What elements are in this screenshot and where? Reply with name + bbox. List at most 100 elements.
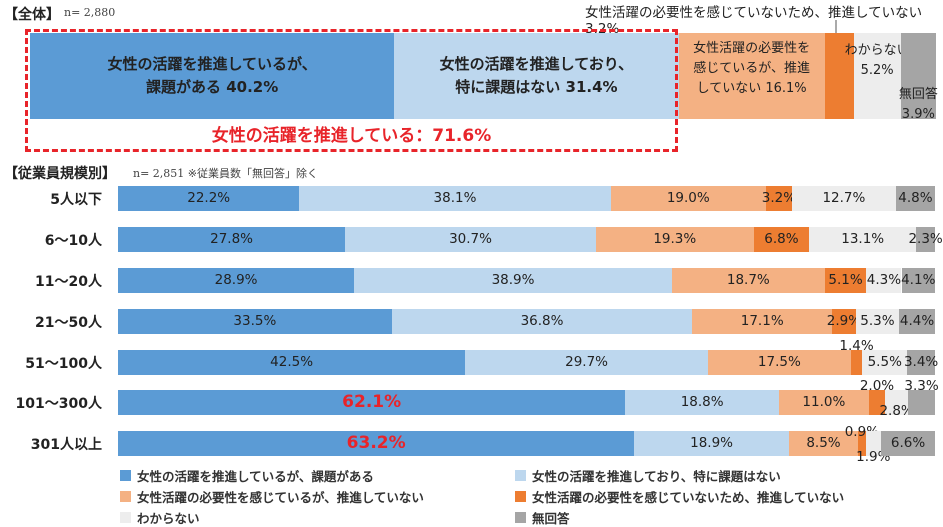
data-label: 36.8%: [520, 313, 564, 329]
data-label: 2.9%: [826, 313, 862, 329]
row-label: 101～300人: [15, 396, 102, 412]
row-label: 21～50人: [35, 315, 102, 331]
bar-segment: [391, 309, 693, 334]
bar-segment: [908, 390, 935, 415]
legend-item: 無回答: [515, 508, 570, 527]
bar-segment: [118, 350, 466, 375]
bar-segment: [916, 227, 935, 252]
data-label: 3.3%: [904, 378, 939, 394]
bar-segment: [634, 431, 789, 456]
bar-segment: [595, 227, 754, 252]
data-label: 4.4%: [899, 313, 935, 329]
legend-swatch: [120, 491, 131, 502]
legend-label: 女性の活躍を推進しており、特に課題はない: [532, 469, 781, 484]
bar-segment: [885, 390, 909, 415]
overall-segment-label-line: 特に課題はない 31.4%: [455, 78, 618, 96]
data-label: 42.5%: [270, 354, 314, 370]
bar-segment: [118, 186, 300, 211]
overall-segment-label: わからない 5.2%: [845, 41, 910, 81]
overall-segment-label-line: わからない: [844, 43, 910, 58]
bar-segment: [118, 431, 635, 456]
data-label: 27.8%: [210, 231, 254, 247]
data-label: 6.8%: [764, 231, 799, 247]
legend-label: 女性活躍の必要性を感じているが、推進していない: [137, 490, 424, 505]
overall-segment-label: 女性の活躍を推進しており、 特に課題はない 31.4%: [440, 53, 634, 100]
legend-item: 女性活躍の必要性を感じているが、推進していない: [120, 487, 424, 506]
bar-segment: [118, 390, 626, 415]
overall-segment-2: 女性活躍の必要性を 感じているが、推進 していない 16.1%: [678, 33, 825, 119]
overall-segment-label-line: していない 16.1%: [696, 81, 807, 97]
data-label: 13.1%: [841, 231, 885, 247]
bar-segment: [858, 431, 866, 456]
sum-label: 女性の活躍を推進している：71.6%: [211, 126, 492, 146]
row-label: 11～20人: [35, 274, 102, 290]
bar-segment: [345, 227, 596, 252]
bar-segment: [850, 350, 863, 375]
sum-dashed-box: [25, 29, 678, 152]
overall-segment-label: 無回答 3.9%: [899, 85, 938, 125]
overall-title: 【全体】: [4, 7, 60, 23]
data-label: 6.6%: [890, 435, 926, 451]
size-title: 【従業員規模別】: [4, 166, 116, 182]
data-label: 4.8%: [898, 190, 933, 206]
data-label: 17.5%: [757, 354, 801, 370]
legend-swatch: [515, 470, 526, 481]
legend-label: わからない: [137, 511, 200, 526]
data-label: 22.2%: [187, 190, 231, 206]
bar-segment: [881, 431, 935, 456]
overall-segment-label-line: 5.2%: [860, 63, 894, 79]
data-label: 5.1%: [828, 272, 863, 288]
data-label: 38.1%: [433, 190, 477, 206]
size-n: n= 2,851 ※従業員数「無回答」除く: [133, 167, 319, 180]
overall-segment-label-line: 無回答: [898, 87, 938, 102]
callout-line: [835, 20, 837, 33]
bar-segment: [118, 227, 346, 252]
data-label: 18.7%: [726, 272, 770, 288]
overall-segment-label: 女性の活躍を推進しているが、 課題がある 40.2%: [107, 53, 316, 100]
bar-segment: [671, 268, 825, 293]
overall-segment-label: 女性活躍の必要性を 感じているが、推進 していない 16.1%: [693, 39, 810, 99]
overall-segment-label-line: 女性の活躍を推進しているが、: [107, 54, 317, 73]
bar-segment: [299, 186, 611, 211]
data-label: 30.7%: [449, 231, 492, 247]
overall-segment-label-line: 女性活躍の必要性を: [693, 41, 811, 56]
data-label: 17.1%: [740, 313, 784, 329]
bar-segment: [692, 309, 833, 334]
overall-n: n= 2,880: [64, 6, 116, 19]
legend-swatch: [515, 491, 526, 502]
overall-segment-5: 無回答 3.9%: [899, 33, 938, 122]
data-label: 62.1%: [342, 392, 402, 412]
overall-segment-label-line: 感じているが、推進: [693, 61, 810, 77]
row-label: 301人以上: [30, 437, 102, 453]
data-label: 4.3%: [866, 272, 902, 288]
data-label: 29.7%: [565, 354, 608, 370]
legend-item: 女性活躍の必要性を感じていないため、推進していない: [515, 487, 844, 506]
data-label: 18.9%: [690, 435, 733, 451]
bar-segment: [855, 309, 900, 334]
data-label: 4.1%: [901, 272, 936, 288]
bar-segment: [465, 350, 708, 375]
data-label: 8.5%: [806, 435, 841, 451]
overall-segment-3: [824, 33, 854, 119]
legend-swatch: [120, 512, 131, 523]
legend-swatch: [515, 512, 526, 523]
bar-segment: [832, 309, 856, 334]
legend-label: 女性活躍の必要性を感じていないため、推進していない: [532, 490, 845, 505]
overall-segment-label-line: 3.9%: [901, 107, 935, 123]
legend-label: 無回答: [532, 511, 570, 526]
row-label: 5人以下: [50, 192, 102, 208]
data-label: 2.3%: [908, 231, 943, 247]
bar-segment: [901, 268, 935, 293]
bar-segment: [610, 186, 766, 211]
bar-segment: [354, 268, 672, 293]
data-label: 19.0%: [666, 190, 710, 206]
legend-item: わからない: [120, 508, 200, 527]
bar-segment: [824, 268, 867, 293]
bar-segment: [895, 186, 935, 211]
data-label: 33.5%: [233, 313, 277, 329]
data-label: 63.2%: [346, 433, 406, 453]
overall-segment-label-line: 女性の活躍を推進しており、: [439, 54, 634, 73]
data-label: 3.2%: [761, 190, 797, 206]
bar-segment: [868, 390, 886, 415]
bar-segment: [118, 309, 392, 334]
